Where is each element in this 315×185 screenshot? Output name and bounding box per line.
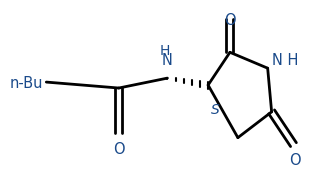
Text: n-Bu: n-Bu xyxy=(10,75,43,91)
Text: N: N xyxy=(162,53,173,68)
Text: N H: N H xyxy=(272,53,298,68)
Text: O: O xyxy=(224,13,236,28)
Text: H: H xyxy=(159,44,169,58)
Text: O: O xyxy=(289,153,301,168)
Text: O: O xyxy=(113,142,124,157)
Text: S: S xyxy=(211,103,220,117)
